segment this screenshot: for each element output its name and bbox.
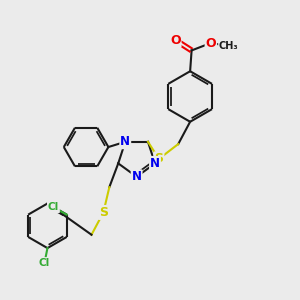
Text: O: O: [206, 37, 216, 50]
Text: S: S: [154, 152, 164, 165]
Text: S: S: [99, 206, 108, 219]
Text: N: N: [150, 157, 160, 170]
Text: N: N: [120, 135, 130, 148]
Text: Cl: Cl: [48, 202, 59, 212]
Text: O: O: [170, 34, 181, 46]
Text: N: N: [132, 170, 142, 183]
Text: Cl: Cl: [39, 258, 50, 268]
Text: CH₃: CH₃: [219, 41, 239, 51]
